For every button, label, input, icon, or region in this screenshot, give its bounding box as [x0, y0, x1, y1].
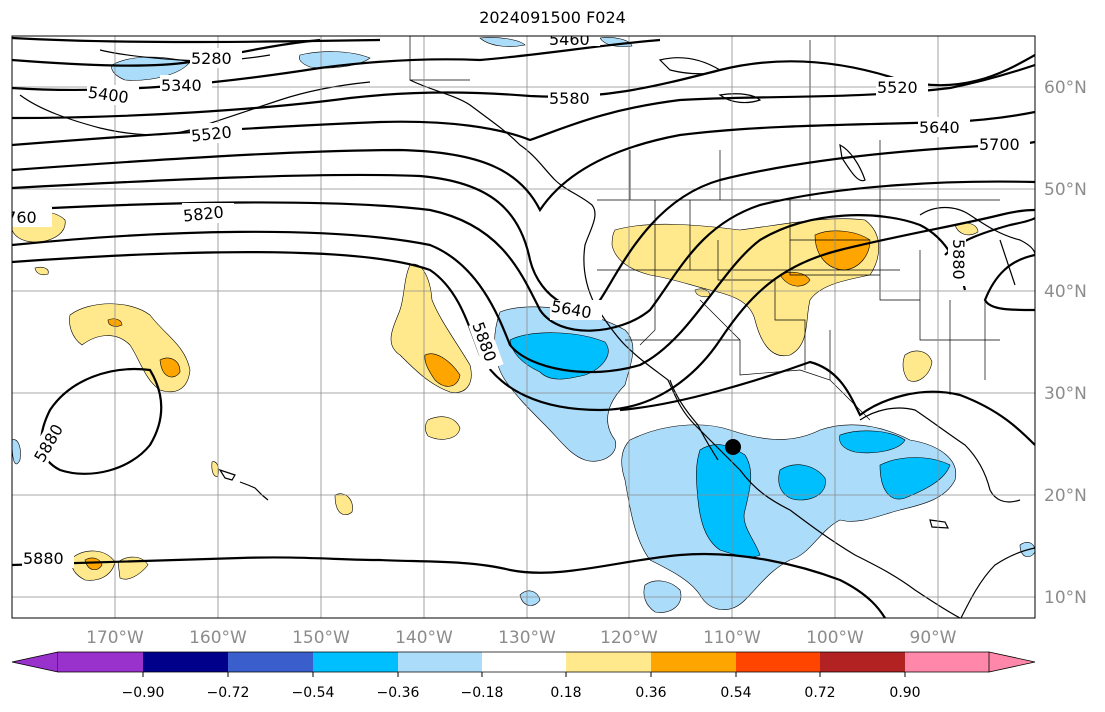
colorbar-tick: 0.90 — [889, 685, 920, 701]
colorbar-bin — [58, 652, 143, 672]
colorbar-bin — [905, 652, 989, 672]
location-marker — [725, 439, 741, 455]
colorbar-bin — [736, 652, 820, 672]
colorbar-tick: 0.54 — [720, 685, 751, 701]
contour-labels: 5280 5340 5400 5460 5520 5580 5520 5640 … — [0, 30, 1030, 568]
coastlines — [19, 49, 1035, 618]
latitude-labels: 60°N 50°N 40°N 30°N 20°N 10°N — [1044, 78, 1087, 608]
colorbar-tick: −0.72 — [207, 685, 250, 701]
contour-label: 5820 — [182, 202, 224, 225]
contour-label: 5520 — [190, 122, 232, 145]
colorbar-bin — [143, 652, 228, 672]
lon-label: 130°W — [498, 628, 556, 648]
colorbar-bin — [651, 652, 736, 672]
contour-label: 5460 — [549, 30, 590, 49]
colorbar-bin — [228, 652, 313, 672]
colorbar-tick: −0.54 — [292, 685, 335, 701]
lon-label: 150°W — [292, 628, 350, 648]
contour-label: 5640 — [919, 118, 960, 137]
map-title: 2024091500 F024 — [479, 8, 626, 27]
colorbar-bin — [566, 652, 651, 672]
negative-shading — [12, 37, 1035, 613]
contour-label: 5700 — [979, 135, 1020, 154]
lat-label: 30°N — [1044, 384, 1087, 404]
colorbar-tick: −0.18 — [461, 685, 504, 701]
lat-label: 20°N — [1044, 486, 1087, 506]
contour-label: 5280 — [191, 49, 232, 68]
contour-label: 5520 — [877, 78, 918, 97]
contour-label: 5580 — [549, 89, 590, 108]
colorbar-bin — [820, 652, 905, 672]
contour-label: 5760 — [0, 208, 37, 227]
colorbar-bin — [482, 652, 566, 672]
lon-label: 170°W — [86, 628, 144, 648]
lon-label: 110°W — [703, 628, 761, 648]
colorbar-bin — [398, 652, 482, 672]
contour-label: 5880 — [949, 239, 968, 280]
colorbar: −0.90 −0.72 −0.54 −0.36 −0.18 0.18 0.36 … — [11, 651, 1036, 701]
longitude-labels: 170°W 160°W 150°W 140°W 130°W 120°W 110°… — [86, 628, 957, 648]
lon-label: 90°W — [910, 628, 957, 648]
map-panel: 5280 5340 5400 5460 5520 5580 5520 5640 … — [0, 30, 1035, 618]
colorbar-tick: 0.18 — [550, 685, 581, 701]
colorbar-tick: −0.36 — [377, 685, 420, 701]
colorbar-bin — [313, 652, 398, 672]
colorbar-tick: −0.90 — [122, 685, 165, 701]
colorbar-extend-min — [11, 651, 59, 673]
lon-label: 160°W — [189, 628, 247, 648]
lon-label: 100°W — [806, 628, 864, 648]
lon-label: 140°W — [395, 628, 453, 648]
lat-label: 40°N — [1044, 282, 1087, 302]
contour-label: 5880 — [23, 549, 64, 568]
map-frame — [11, 35, 1036, 619]
lat-label: 60°N — [1044, 78, 1087, 98]
contour-label: 5340 — [161, 76, 202, 95]
positive-shading — [12, 210, 979, 581]
lon-label: 120°W — [600, 628, 658, 648]
borders — [409, 36, 1000, 421]
colorbar-tick: 0.36 — [635, 685, 666, 701]
lat-label: 10°N — [1044, 588, 1087, 608]
colorbar-extend-max — [988, 651, 1036, 673]
lat-label: 50°N — [1044, 180, 1087, 200]
colorbar-tick: 0.72 — [804, 685, 835, 701]
